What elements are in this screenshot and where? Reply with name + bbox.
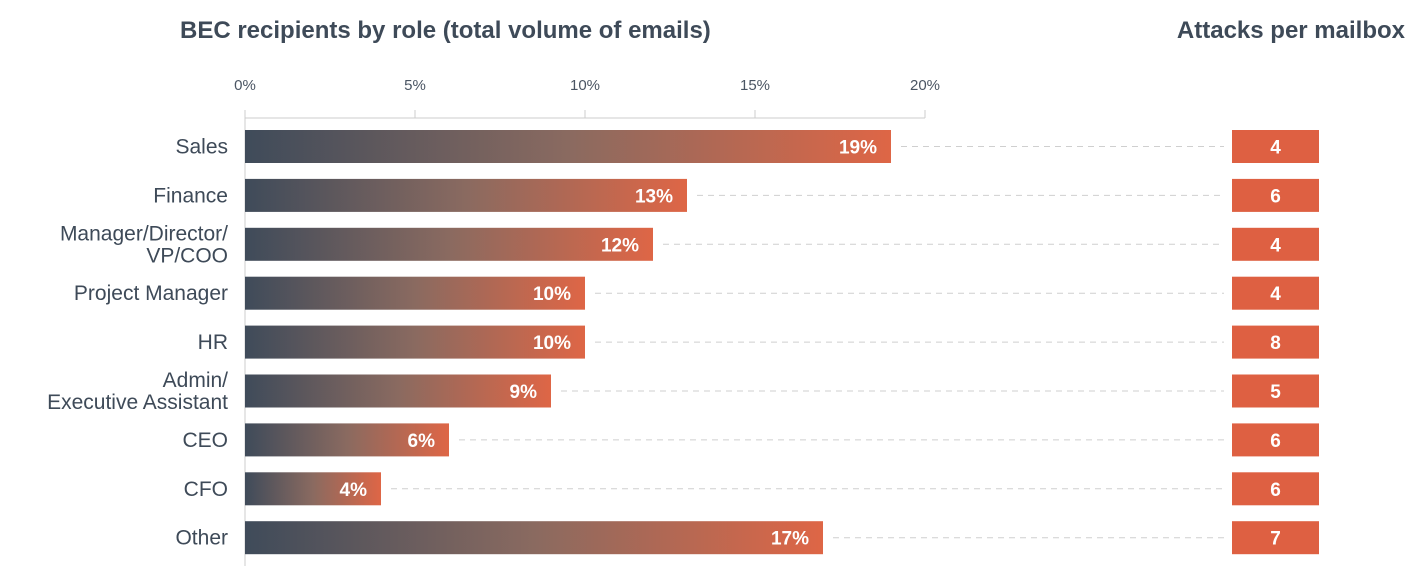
attacks-value-label: 6 bbox=[1270, 480, 1281, 501]
bar-value-label: 19% bbox=[839, 138, 877, 159]
attacks-box bbox=[1232, 521, 1319, 555]
bar-value-label: 10% bbox=[533, 284, 571, 305]
category-label: Manager/Director/ bbox=[60, 222, 228, 245]
bar bbox=[245, 521, 823, 555]
bar bbox=[245, 423, 449, 457]
bar bbox=[245, 276, 585, 310]
attacks-box bbox=[1232, 227, 1319, 261]
attacks-box bbox=[1232, 423, 1319, 457]
bar-value-label: 9% bbox=[510, 382, 538, 403]
attacks-value-label: 4 bbox=[1270, 284, 1281, 305]
x-tick-label: 10% bbox=[570, 77, 600, 94]
category-label: Executive Assistant bbox=[47, 391, 228, 414]
bar bbox=[245, 472, 381, 506]
category-label: VP/COO bbox=[146, 244, 228, 267]
bar-value-label: 6% bbox=[408, 431, 436, 452]
category-label: Admin/ bbox=[163, 369, 229, 392]
chart-title: BEC recipients by role (total volume of … bbox=[180, 17, 711, 44]
category-label: Project Manager bbox=[74, 282, 228, 305]
attacks-box bbox=[1232, 374, 1319, 408]
category-label: Finance bbox=[153, 184, 228, 207]
attacks-value-label: 8 bbox=[1270, 333, 1281, 354]
bar bbox=[245, 178, 687, 212]
attacks-box bbox=[1232, 472, 1319, 506]
attacks-value-label: 6 bbox=[1270, 186, 1281, 207]
category-label: CEO bbox=[182, 429, 228, 452]
bar bbox=[245, 130, 891, 163]
bar bbox=[245, 374, 551, 408]
bar bbox=[245, 227, 653, 261]
x-axis: 0% 5% 10% 15% 20% bbox=[234, 77, 940, 566]
category-labels: Sales Finance Manager/Director/VP/COO Proje… bbox=[47, 136, 228, 550]
attacks-value-label: 7 bbox=[1270, 529, 1281, 550]
leader-lines bbox=[391, 146, 1224, 539]
bar-value-label: 4% bbox=[340, 480, 368, 501]
category-label: Other bbox=[175, 527, 228, 550]
x-tick-label: 15% bbox=[740, 77, 770, 94]
bar-value-label: 13% bbox=[635, 186, 673, 207]
attacks-value-label: 4 bbox=[1270, 235, 1281, 256]
side-title: Attacks per mailbox bbox=[1177, 17, 1406, 44]
x-tick-label: 20% bbox=[910, 77, 940, 94]
attacks-box bbox=[1232, 178, 1319, 212]
category-label: CFO bbox=[184, 478, 228, 501]
bar-value-label: 10% bbox=[533, 333, 571, 354]
attacks-box bbox=[1232, 130, 1319, 163]
bar bbox=[245, 325, 585, 359]
attacks-value-label: 5 bbox=[1270, 382, 1281, 403]
x-tick-label: 5% bbox=[404, 77, 426, 94]
category-label: HR bbox=[198, 331, 228, 354]
category-label: Sales bbox=[175, 136, 228, 159]
x-tick-label: 0% bbox=[234, 77, 256, 94]
attacks-box bbox=[1232, 276, 1319, 310]
attacks-boxes: 4 6 4 4 8 5 6 6 7 bbox=[1232, 130, 1319, 555]
attacks-value-label: 6 bbox=[1270, 431, 1281, 452]
bars: 19% 13% 12% 10% 10% 9% 6% 4% 17% bbox=[245, 130, 891, 555]
bar-value-label: 12% bbox=[601, 235, 639, 256]
attacks-box bbox=[1232, 325, 1319, 359]
bar-value-label: 17% bbox=[771, 529, 809, 550]
attacks-value-label: 4 bbox=[1270, 138, 1281, 159]
